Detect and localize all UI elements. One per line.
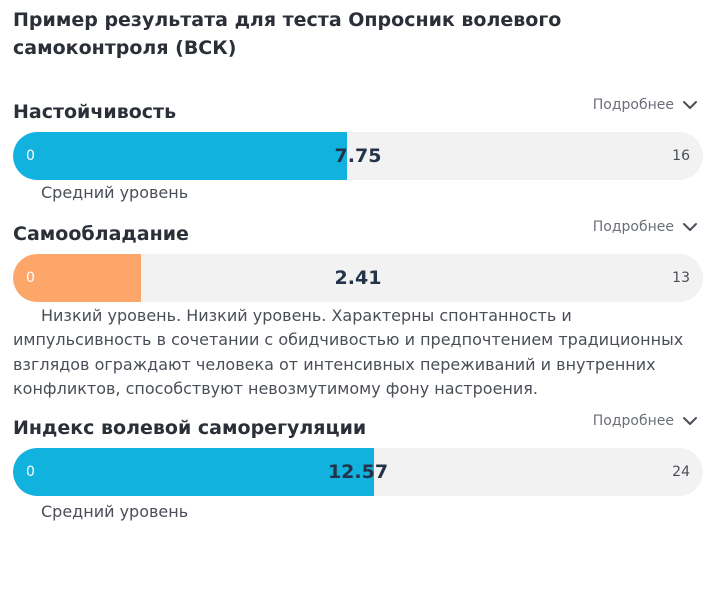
scale-section-self-control: Самообладание Подробнее 0 2.41 13 Низкий… xyxy=(13,214,703,402)
section-header: Индекс волевой саморегуляции Подробнее xyxy=(13,408,702,448)
section-header: Настойчивость Подробнее xyxy=(13,92,702,132)
score-bar-fill xyxy=(13,447,375,496)
level-description: Средний уровень xyxy=(41,183,189,202)
details-label: Подробнее xyxy=(592,97,674,113)
score-value: 2.41 xyxy=(334,266,382,289)
section-title: Индекс волевой саморегуляции xyxy=(13,416,367,439)
score-value: 12.57 xyxy=(327,460,389,483)
scale-section-volitional-index: Индекс волевой саморегуляции Подробнее 0… xyxy=(13,408,703,525)
score-value: 7.75 xyxy=(334,145,382,167)
chevron-down-icon xyxy=(683,101,697,109)
score-bar: 0 7.75 16 xyxy=(13,132,703,180)
score-bar: 0 12.57 24 xyxy=(13,447,703,496)
score-max: 13 xyxy=(672,269,690,286)
chevron-down-icon xyxy=(683,416,697,425)
chevron-down-icon xyxy=(683,222,697,231)
section-header: Самообладание Подробнее xyxy=(13,214,702,254)
details-toggle-button[interactable]: Подробнее xyxy=(593,412,698,430)
score-max: 16 xyxy=(672,148,690,164)
score-bar-fill xyxy=(13,253,141,302)
level-description: Низкий уровень. Низкий уровень. Характер… xyxy=(13,305,684,399)
scale-section-persistence: Настойчивость Подробнее 0 7.75 16 Средни… xyxy=(13,92,703,206)
score-max: 24 xyxy=(672,463,690,480)
details-label: Подробнее xyxy=(592,218,674,235)
score-bar-fill xyxy=(13,132,348,180)
score-bar: 0 2.41 13 xyxy=(13,253,703,302)
page-title: Пример результата для теста Опросник вол… xyxy=(13,9,562,59)
section-title: Настойчивость xyxy=(13,101,177,123)
details-toggle-button[interactable]: Подробнее xyxy=(593,96,698,114)
details-toggle-button[interactable]: Подробнее xyxy=(593,218,698,236)
level-description: Средний уровень xyxy=(41,501,189,521)
score-min: 0 xyxy=(26,148,35,164)
section-title: Самообладание xyxy=(13,222,189,245)
details-label: Подробнее xyxy=(592,412,674,429)
score-min: 0 xyxy=(26,269,35,286)
score-min: 0 xyxy=(26,463,35,480)
